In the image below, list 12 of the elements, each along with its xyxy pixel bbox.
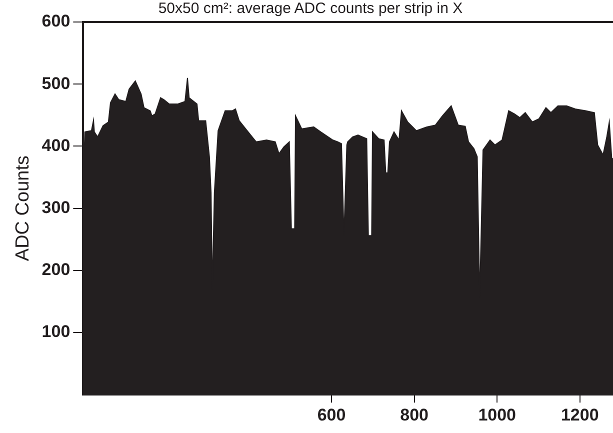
y-tick-label: 200	[42, 260, 70, 280]
y-tick-label: 400	[42, 136, 70, 155]
chart-title: 50x50 cm²: average ADC counts per strip in X	[158, 0, 463, 18]
y-tick-label: 500	[42, 74, 70, 93]
x-tick-label: 600	[317, 405, 346, 424]
y-tick-label: 600	[42, 12, 70, 31]
y-axis-title: ADC Counts	[12, 155, 34, 262]
x-tick-label: 800	[400, 405, 428, 424]
x-tick-label: 1200	[560, 405, 599, 424]
y-tick-label: 100	[42, 322, 70, 342]
y-tick-label: 300	[42, 198, 70, 217]
x-tick-label: 1000	[478, 405, 516, 424]
